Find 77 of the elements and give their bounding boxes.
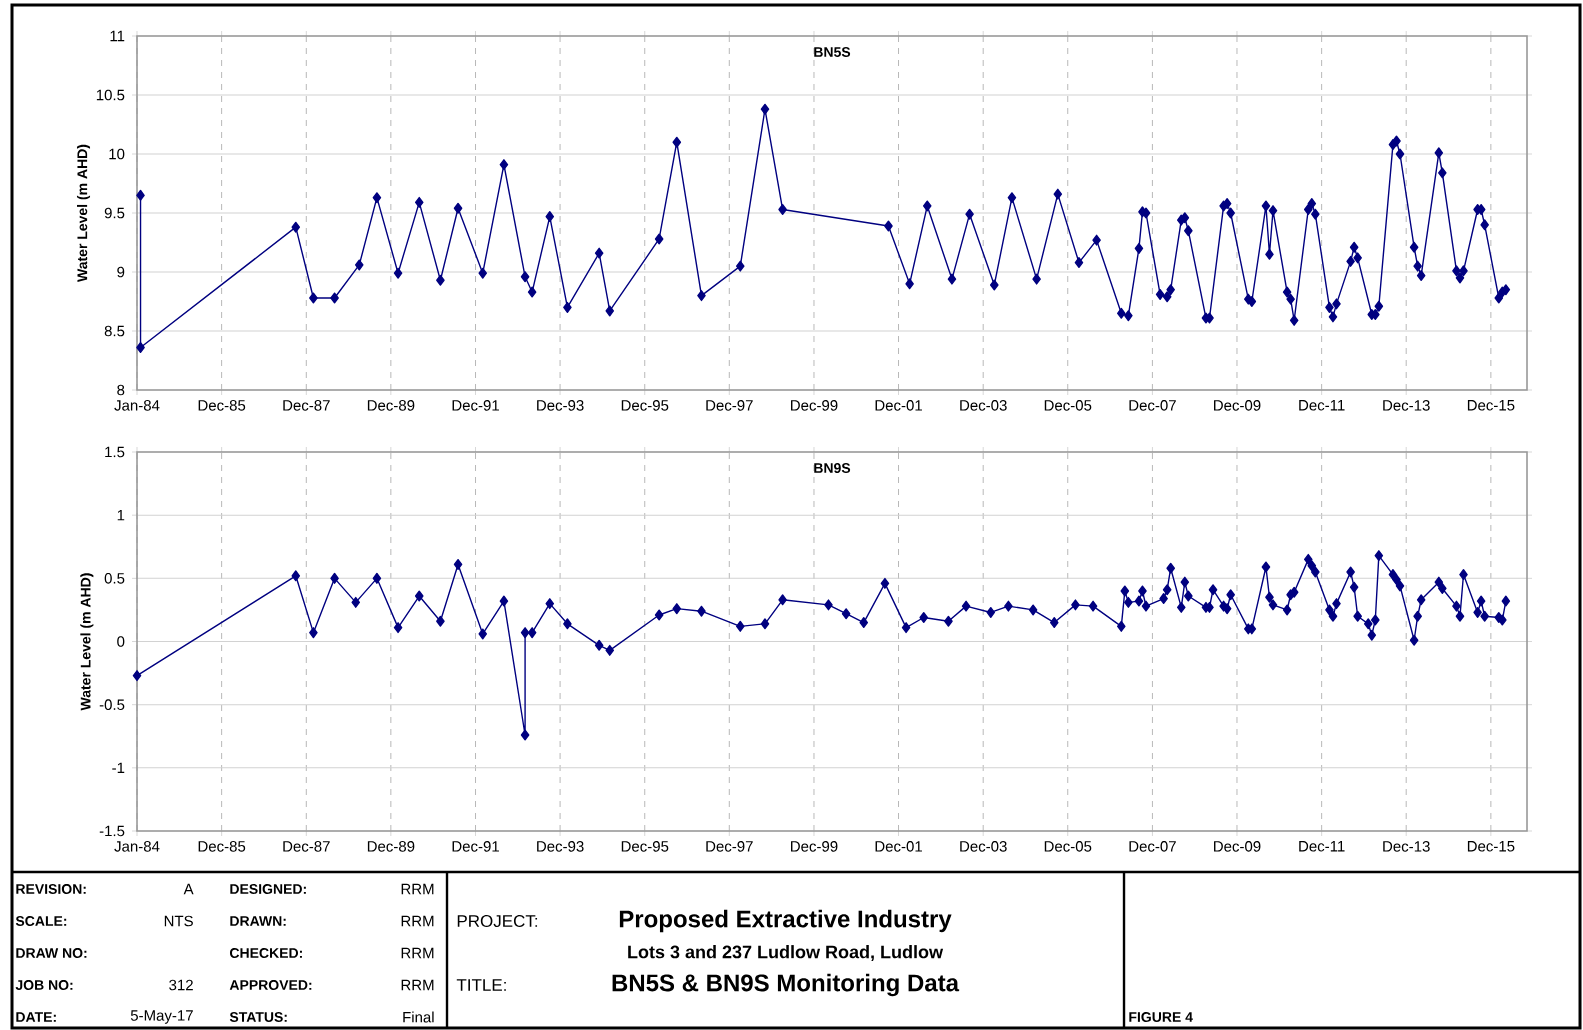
text: DRAWN:	[230, 916, 286, 926]
x-tick-label: Dec-97	[706, 841, 753, 852]
caption: FIGURE 4	[1129, 1012, 1193, 1022]
x-tick-label: Dec-89	[367, 841, 415, 852]
x-tick-label: Dec-97	[706, 400, 753, 411]
text: Final	[403, 1011, 434, 1023]
text: BN5S & BN9S Monitoring Data	[612, 973, 960, 997]
y-tick-label: 11	[110, 30, 125, 42]
y-tick-label: 1.5	[105, 446, 125, 458]
y-tick-label: 8	[117, 384, 125, 396]
text: A	[183, 883, 194, 895]
text: SCALE:	[15, 916, 67, 926]
x-tick-label: Dec-95	[621, 841, 669, 852]
text: Lots 3 and 237 Ludlow Road, Ludlow	[628, 945, 944, 961]
y-tick-label: 0	[117, 636, 125, 647]
x-tick-label: Dec-93	[537, 400, 584, 411]
text: RRM	[401, 915, 434, 927]
x-tick-label: Jan-84	[114, 400, 160, 411]
text: 312	[169, 979, 193, 991]
y-tick-label: 10	[109, 148, 125, 160]
x-tick-label: Dec-07	[1129, 841, 1176, 852]
text: PROJECT:	[457, 915, 538, 928]
x-tick-label: Dec-07	[1129, 400, 1176, 411]
x-tick-label: Dec-11	[1299, 841, 1345, 852]
x-tick-label: Dec-95	[621, 400, 669, 411]
text: STATUS:	[229, 1012, 287, 1022]
x-tick-label: Dec-05	[1044, 841, 1092, 852]
text: DESIGNED:	[230, 884, 306, 894]
x-tick-label: Dec-99	[791, 841, 838, 852]
x-tick-label: Dec-03	[960, 841, 1007, 852]
x-tick-label: Dec-93	[537, 841, 584, 852]
x-tick-label: Dec-09	[1214, 400, 1261, 411]
text: NTS	[164, 915, 193, 927]
x-tick-label: Dec-03	[960, 400, 1007, 411]
x-tick-label: Jan-84	[114, 841, 160, 852]
x-tick-label: Dec-91	[452, 841, 499, 852]
text: RRM	[401, 979, 434, 991]
y-tick-label: 8.5	[104, 325, 125, 337]
text: CHECKED:	[229, 948, 302, 958]
text: RRM	[401, 883, 434, 895]
text: APPROVED:	[229, 980, 312, 990]
y-axis-title: Water Level (m AHD)	[76, 144, 91, 282]
text: DATE:	[16, 1012, 56, 1022]
text: BN9S	[814, 463, 851, 473]
y-tick-label: 1	[117, 510, 125, 521]
x-tick-label: Dec-15	[1467, 841, 1515, 852]
x-tick-label: Dec-85	[198, 400, 246, 411]
text: Proposed Extractive Industry	[619, 909, 952, 933]
x-tick-label: Dec-15	[1467, 400, 1515, 411]
x-tick-label: Dec-87	[283, 400, 330, 411]
y-tick-label: 9.5	[104, 207, 125, 219]
text: 5-May-17	[130, 1010, 193, 1024]
y-tick-label: 10.5	[96, 89, 125, 101]
text: JOB NO:	[15, 980, 73, 990]
x-tick-label: Dec-01	[875, 400, 922, 411]
text: REVISION:	[16, 884, 86, 894]
x-tick-label: Dec-85	[198, 841, 246, 852]
y-tick-label: -1	[112, 762, 125, 773]
text: DRAW NO:	[16, 948, 87, 958]
text: BN5S	[814, 47, 851, 57]
x-tick-label: Dec-13	[1383, 841, 1430, 852]
y-tick-label: -0.5	[99, 699, 125, 710]
y-tick-label: 9	[117, 266, 125, 278]
x-tick-label: Dec-99	[791, 400, 838, 411]
x-tick-label: Dec-89	[367, 400, 415, 411]
x-tick-label: Dec-87	[283, 841, 330, 852]
x-tick-label: Dec-09	[1214, 841, 1261, 852]
y-tick-label: 0.5	[104, 573, 125, 584]
x-tick-label: Dec-91	[452, 400, 499, 411]
x-tick-label: Dec-11	[1299, 400, 1345, 411]
x-tick-label: Dec-05	[1044, 400, 1092, 411]
x-tick-label: Dec-13	[1383, 400, 1430, 411]
y-axis-title: Water Level (m AHD)	[80, 573, 94, 711]
text: RRM	[401, 947, 434, 959]
text: TITLE:	[456, 979, 506, 991]
x-tick-label: Dec-01	[875, 841, 922, 852]
y-tick-label: -1.5	[99, 825, 125, 837]
